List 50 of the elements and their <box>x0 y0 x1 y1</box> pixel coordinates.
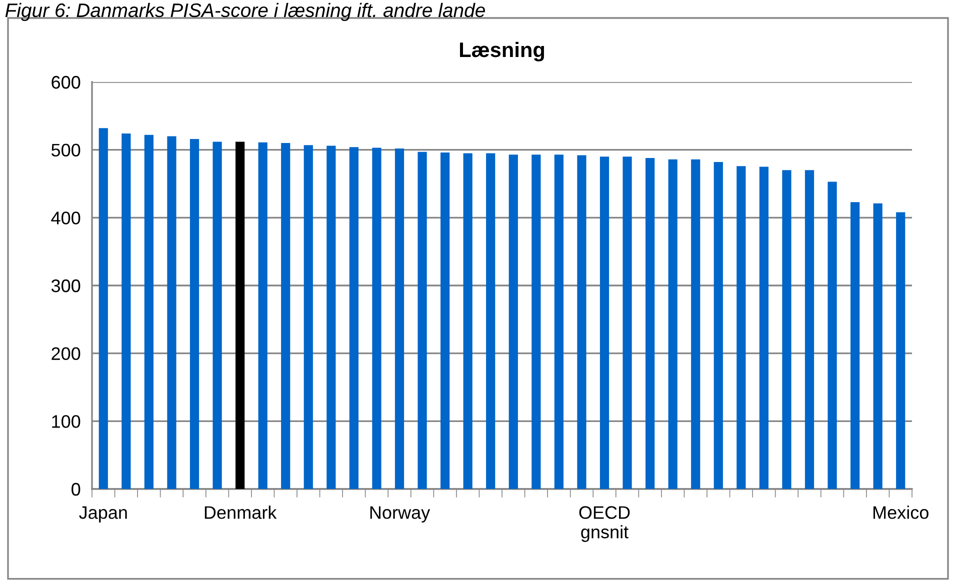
bar <box>896 212 906 489</box>
bar <box>394 148 404 489</box>
bar <box>668 159 678 489</box>
bar <box>144 134 154 489</box>
bar <box>508 154 518 489</box>
bar <box>691 159 700 489</box>
bar <box>850 202 860 489</box>
x-tick-label: Norway <box>370 506 430 522</box>
y-tick-label: 200 <box>52 347 80 360</box>
bar <box>167 136 176 489</box>
x-tick-label: Japan <box>79 506 127 522</box>
y-tick-label: 300 <box>51 279 80 292</box>
bar <box>98 128 108 489</box>
bar <box>486 153 496 489</box>
bar <box>236 142 245 489</box>
bar <box>873 203 882 489</box>
bar <box>190 138 200 489</box>
bar <box>600 156 610 489</box>
bar <box>463 153 472 489</box>
text: Figur 6: Danmarks PISA-score i læsning ift. andre lande <box>5 2 485 22</box>
bar <box>304 145 313 489</box>
x-tick-label: OECD gnsnit <box>579 506 630 542</box>
bar <box>212 142 222 489</box>
bar <box>349 147 358 489</box>
bar <box>418 152 427 489</box>
bar <box>804 170 814 489</box>
bar <box>532 154 541 489</box>
bar <box>326 146 336 489</box>
bar <box>258 142 268 489</box>
bar <box>554 154 564 489</box>
bar <box>440 152 450 489</box>
bar <box>372 148 382 489</box>
x-tick-label: Mexico <box>874 506 928 519</box>
bar <box>714 162 723 489</box>
chart-title: Læsning <box>460 42 544 62</box>
bar <box>622 156 632 489</box>
bar <box>828 182 837 489</box>
y-tick-label: 400 <box>51 212 80 224</box>
bar <box>281 143 290 489</box>
x-tick-label: Denmark <box>204 506 277 519</box>
bar <box>782 170 792 489</box>
y-tick-label: 500 <box>51 144 80 157</box>
bar <box>122 134 131 489</box>
bar <box>646 158 655 489</box>
bar <box>736 166 746 489</box>
bar <box>759 166 768 489</box>
y-tick-label: 600 <box>52 76 80 89</box>
y-tick-label: 100 <box>52 415 80 428</box>
y-tick-label: 0 <box>72 482 80 496</box>
bar <box>577 155 586 489</box>
